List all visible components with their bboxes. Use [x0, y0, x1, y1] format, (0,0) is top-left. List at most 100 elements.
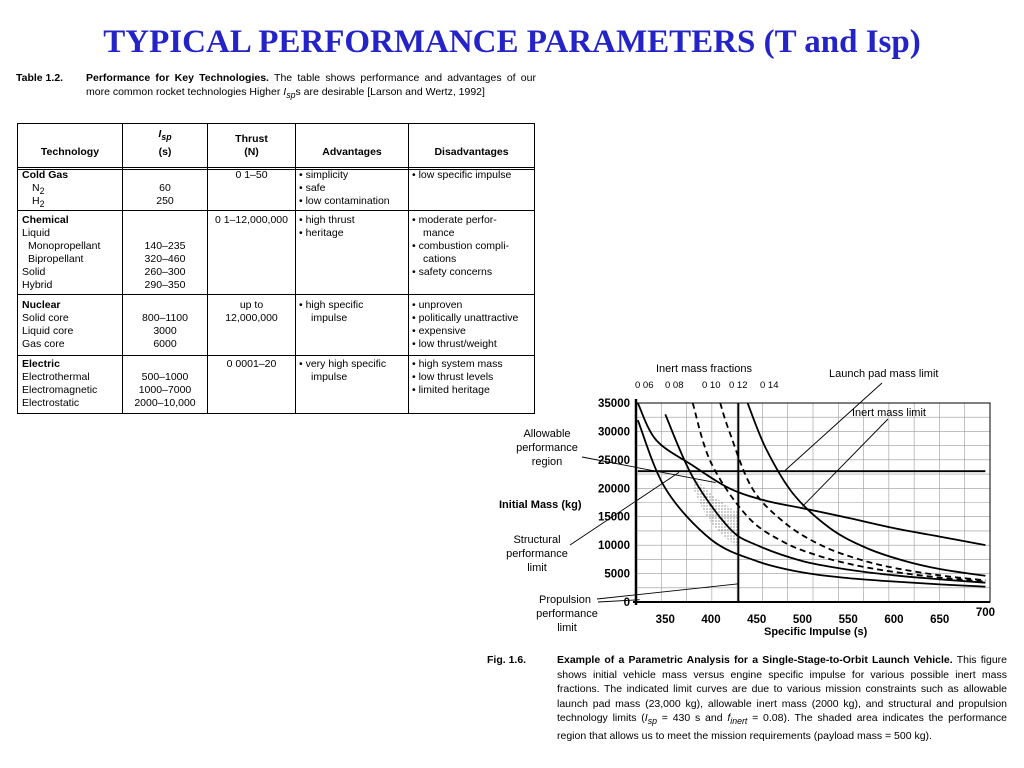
- row-chemical-isp-3: 320–460: [144, 253, 186, 265]
- x-tick-label: 600: [884, 614, 903, 626]
- header-thrust-unit: (N): [244, 146, 259, 158]
- series-line-7: [636, 402, 986, 546]
- annotation-inert-mass: Inert mass limit: [852, 407, 926, 419]
- row-nuclear-name: Nuclear: [22, 299, 61, 311]
- leader-inert-mass: [802, 418, 889, 507]
- row-cold-gas-h2: H2: [32, 195, 45, 210]
- y-tick-label: 15000: [598, 512, 630, 524]
- annotation-propulsion-2: performance: [536, 608, 598, 620]
- row-nuclear-isp-2: 3000: [153, 325, 177, 337]
- row-electric-isp-2: 1000–7000: [138, 384, 192, 396]
- row-chemical-thrust: 0 1–12,000,000: [215, 214, 288, 226]
- row-chemical-adv-1: • high thrust: [299, 214, 355, 226]
- y-tick-label: 0: [624, 597, 630, 609]
- table-caption-number: Table 1.2.: [16, 72, 64, 84]
- row-chemical-5: Hybrid: [22, 279, 53, 291]
- series-group-label: Inert mass fractions: [656, 363, 752, 375]
- header-isp: Isp: [158, 128, 172, 143]
- table-caption-isp-sub: sp: [286, 90, 296, 101]
- annotation-structural-2: performance: [506, 548, 568, 560]
- row-chemical-adv-2: • heritage: [299, 227, 344, 239]
- parametric-chart: 350 400 450 500 550 600 650 700 0 5000 10000 15000 2…: [499, 363, 995, 638]
- row-nuclear-3: Gas core: [22, 338, 65, 350]
- row-electric-dis-3: • limited heritage: [412, 384, 490, 396]
- row-nuclear-thrust-1: up to: [239, 299, 264, 311]
- x-tick-label: 650: [930, 614, 949, 626]
- row-nuclear-dis-1: • unproven: [412, 299, 463, 311]
- annotation-launch-pad: Launch pad mass limit: [829, 368, 938, 380]
- row-chemical-isp-5: 290–350: [144, 279, 186, 291]
- tick-labels: 350 400 450 500 550 600 650 700 0 5000 10000 15000 2…: [598, 398, 995, 626]
- leader-launch-pad: [783, 382, 883, 472]
- figure-caption-f-sub: inert: [730, 716, 748, 727]
- row-cold-gas-adv-2: • safe: [299, 182, 326, 194]
- annotation-propulsion-3: limit: [557, 622, 577, 634]
- table-caption-isp: I: [283, 86, 287, 98]
- series-line-3: [691, 402, 986, 583]
- row-chemical-4: Solid: [22, 266, 46, 278]
- figure-caption-text-3: = 0.08). The shaded area indicates the p…: [557, 712, 1008, 742]
- leader-structural: [569, 471, 680, 546]
- row-chemical-isp-2: 140–235: [144, 240, 186, 252]
- x-tick-label: 400: [701, 614, 720, 626]
- row-nuclear-dis-2: • politically unattractive: [412, 312, 519, 324]
- annotation-propulsion-1: Propulsion: [539, 594, 591, 606]
- row-electric-3: Electrostatic: [22, 397, 80, 409]
- y-tick-label: 25000: [598, 455, 630, 467]
- row-chemical-dis-5: • safety concerns: [412, 266, 493, 278]
- row-cold-gas-isp-h2: 250: [156, 195, 174, 207]
- annotation-allowable-2: performance: [516, 442, 578, 454]
- x-tick-label: 500: [793, 614, 812, 626]
- table-caption-title: Performance for Key Technologies.: [86, 72, 269, 84]
- figure-caption-number: Fig. 1.6.: [487, 654, 527, 666]
- row-chemical-2: Monopropellant: [28, 240, 101, 252]
- x-tick-label: 450: [747, 614, 766, 626]
- figure-caption-text-2: = 430 s and: [656, 712, 728, 724]
- row-chemical-dis-2: mance: [423, 227, 455, 239]
- row-chemical-3: Bipropellant: [28, 253, 84, 265]
- annotation-structural-3: limit: [527, 562, 547, 574]
- row-chemical-1: Liquid: [22, 227, 51, 239]
- table-caption-text-1: The table shows performance and advantag…: [86, 72, 536, 98]
- row-electric-isp-1: 500–1000: [141, 371, 189, 383]
- row-cold-gas-adv-3: • low contamination: [299, 195, 390, 207]
- row-chemical-isp-4: 260–300: [144, 266, 186, 278]
- figure-caption-f: f: [727, 712, 731, 724]
- series-group: [636, 402, 986, 602]
- row-cold-gas-adv-1: • simplicity: [299, 169, 349, 181]
- figure-caption-text-1: This figure shows initial vehicle mass v…: [557, 654, 1007, 724]
- leader-allowable: [581, 456, 716, 484]
- row-chemical-name: Chemical: [22, 214, 69, 226]
- series-line-4: [719, 402, 986, 582]
- figure-caption-isp-sub: sp: [647, 716, 657, 727]
- figure-caption-lead: Example of a Parametric Analysis for a S…: [557, 654, 953, 666]
- header-disadvantages: Disadvantages: [434, 146, 509, 158]
- row-cold-gas-thrust: 0 1–50: [235, 169, 268, 181]
- row-nuclear-isp-1: 800–1100: [142, 312, 188, 324]
- row-chemical-dis-1: • moderate perfor-: [412, 214, 497, 226]
- x-tick-label: 700: [976, 607, 995, 619]
- header-advantages: Advantages: [322, 146, 382, 158]
- row-electric-2: Electromagnetic: [22, 384, 98, 396]
- page-title: TYPICAL PERFORMANCE PARAMETERS (T and Is…: [103, 24, 921, 60]
- row-cold-gas-isp-n2: 60: [159, 182, 171, 194]
- row-chemical-dis-3: • combustion compli-: [412, 240, 510, 252]
- row-cold-gas-name: Cold Gas: [22, 169, 69, 181]
- label-fraction-010: 0 10: [702, 380, 721, 391]
- row-electric-name: Electric: [22, 358, 60, 370]
- label-fraction-006: 0 06: [635, 380, 654, 391]
- y-tick-label: 10000: [598, 540, 630, 552]
- row-electric-1: Electrothermal: [22, 371, 90, 383]
- grid: [635, 402, 991, 603]
- x-tick-label: 550: [839, 614, 858, 626]
- y-tick-label: 30000: [598, 426, 630, 438]
- row-nuclear-isp-3: 6000: [153, 338, 177, 350]
- row-electric-adv-1: • very high specific: [299, 358, 387, 370]
- label-fraction-012: 0 12: [729, 380, 748, 391]
- x-axis-label: Specific Impulse (s): [764, 626, 868, 638]
- row-electric-dis-1: • high system mass: [412, 358, 503, 370]
- axes-frame: [633, 399, 991, 605]
- leader-propulsion-2: [597, 599, 640, 603]
- row-nuclear-adv-2: impulse: [311, 312, 348, 324]
- row-nuclear-2: Liquid core: [22, 325, 74, 337]
